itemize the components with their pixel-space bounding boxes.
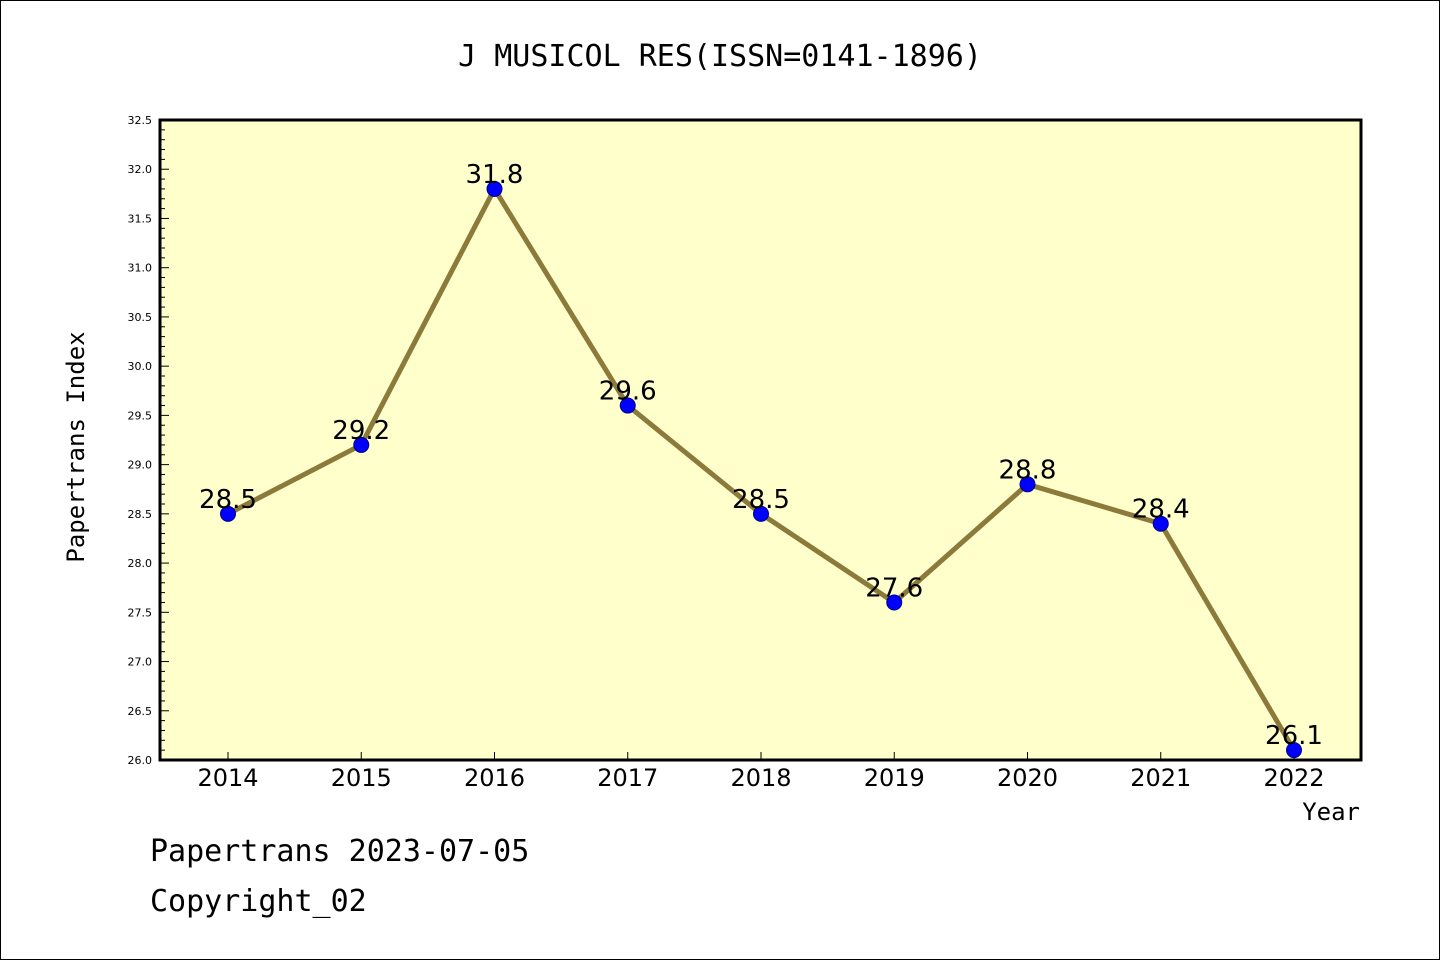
data-label: 26.1: [1265, 721, 1323, 751]
data-point: [1286, 742, 1302, 759]
footer-copyright: Copyright_02: [150, 884, 367, 919]
x-tick-label: 2018: [730, 764, 791, 792]
data-point: [619, 397, 636, 414]
data-point: [486, 180, 503, 197]
chart-title: J MUSICOL RES(ISSN=0141-1896): [458, 39, 982, 74]
y-tick-label: 30.5: [128, 311, 153, 324]
y-tick-label: 32.5: [128, 114, 153, 127]
data-label: 29.2: [332, 416, 390, 446]
data-label: 31.8: [466, 160, 524, 190]
x-axis-label: Year: [1302, 798, 1360, 826]
y-tick-label: 26.0: [128, 754, 153, 767]
x-tick-label: 2017: [597, 764, 658, 792]
data-labels: 28.5 29.2 31.8 29.6 28.5 27.6 28.8 28.4 26.1: [199, 160, 1323, 751]
data-label: 28.5: [199, 485, 257, 515]
data-point: [886, 594, 903, 611]
y-tick-label: 32.0: [128, 163, 153, 176]
x-tick-label: 2016: [464, 764, 525, 792]
y-tick-label: 30.0: [128, 360, 153, 373]
data-point: [353, 436, 370, 453]
x-tick-label: 2022: [1263, 764, 1324, 792]
y-tick-label: 31.5: [128, 212, 153, 225]
y-axis: 26.0 26.5 27.0 27.5 28.0 28.5 29.0 29.5 30.0 30.5…: [128, 114, 169, 767]
data-label: 28.4: [1132, 495, 1190, 525]
y-tick-label: 28.0: [128, 557, 153, 570]
y-tick-label: 26.5: [128, 705, 153, 718]
data-point: [1019, 476, 1036, 493]
y-tick-label: 29.0: [128, 459, 153, 472]
x-tick-label: 2020: [997, 764, 1058, 792]
footer-date: Papertrans 2023-07-05: [150, 834, 530, 869]
x-tick-label: 2021: [1130, 764, 1191, 792]
y-axis-label: Papertrans Index: [62, 331, 90, 562]
x-tick-label: 2015: [331, 764, 392, 792]
x-tick-label: 2014: [197, 764, 258, 792]
data-label: 28.8: [999, 455, 1057, 485]
y-tick-label: 27.5: [128, 606, 153, 619]
y-tick-label: 27.0: [128, 656, 153, 669]
series-markers: [220, 180, 1302, 759]
y-tick-label: 29.5: [128, 409, 153, 422]
x-axis: 2014 2015 2016 2017 2018 2019 2020 2021 2022: [197, 752, 1325, 792]
data-label: 29.6: [599, 377, 657, 407]
data-point: [220, 505, 236, 522]
data-label: 27.6: [865, 573, 923, 603]
y-tick-label: 31.0: [128, 262, 153, 275]
data-point: [753, 505, 769, 522]
x-tick-label: 2019: [864, 764, 925, 792]
y-tick-label: 28.5: [128, 508, 153, 521]
data-point: [1152, 515, 1169, 532]
data-label: 28.5: [732, 485, 790, 515]
